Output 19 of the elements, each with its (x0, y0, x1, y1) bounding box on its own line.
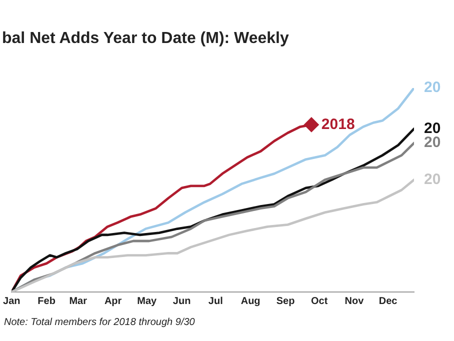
series-label: 20 (424, 120, 441, 137)
x-tick-label: May (137, 296, 158, 307)
x-tick-label: Mar (69, 296, 88, 307)
x-tick-label: Feb (38, 296, 56, 307)
series-label: 2018 (321, 116, 355, 133)
x-tick-label: Dec (378, 296, 398, 307)
text: Note: Total members for 2018 through 9/30 (4, 317, 195, 328)
series-label: 20 (424, 79, 441, 96)
x-tick-label: Apr (104, 296, 122, 307)
series-label: 20 (424, 170, 441, 188)
series-label: 20 (424, 134, 441, 152)
x-tick-label: Jun (172, 296, 191, 307)
x-tick-label: Oct (310, 296, 328, 307)
x-tick-label: Jan (3, 296, 20, 307)
x-tick-label: Nov (344, 296, 364, 307)
x-tick-label: Aug (240, 296, 260, 307)
chart-title: bal Net Adds Year to Date (M): Weekly (2, 30, 289, 48)
x-tick-label: Sep (276, 296, 295, 307)
x-tick-label: Jul (208, 296, 224, 307)
